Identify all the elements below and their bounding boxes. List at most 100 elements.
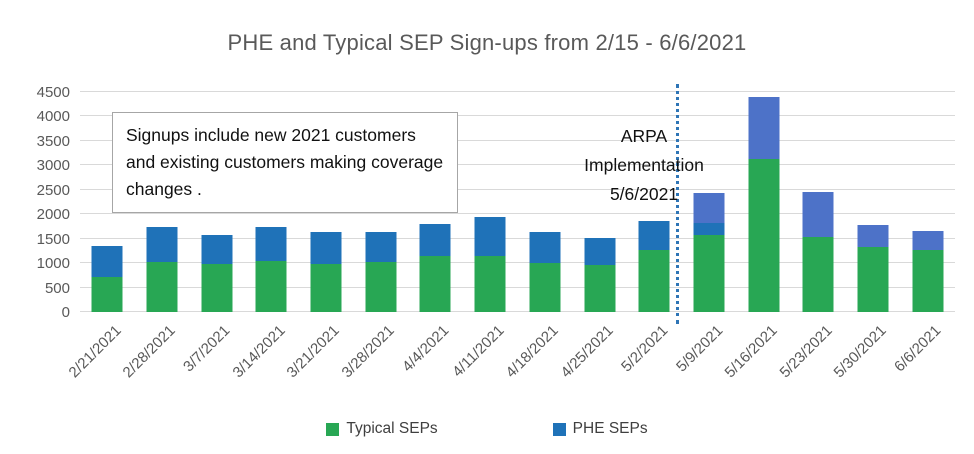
x-tick-label-text: 5/2/2021 — [617, 322, 672, 376]
bar-segment — [802, 236, 834, 312]
bar-segment — [365, 261, 397, 312]
bar-segment — [255, 260, 287, 312]
arpa-annotation: ARPA Implementation 5/6/2021 — [554, 122, 734, 209]
plot-area — [80, 91, 955, 312]
legend-item: Typical SEPs — [326, 420, 438, 438]
bar-slot-4/11/2021 — [463, 92, 518, 312]
stacked-bar-6/6/2021 — [912, 231, 944, 312]
y-tick-label-4500: 4500 — [36, 84, 70, 101]
bar-segment — [693, 192, 725, 224]
bar-segment — [474, 216, 506, 256]
legend-label: PHE SEPs — [572, 420, 648, 437]
stacked-bar-3/7/2021 — [201, 234, 233, 312]
stacked-bar-4/25/2021 — [584, 237, 616, 312]
bar-segment — [365, 231, 397, 262]
bar-segment — [201, 234, 233, 265]
bar-segment — [748, 97, 780, 159]
x-tick-label-text: 5/9/2021 — [672, 322, 726, 376]
bar-segment — [693, 223, 725, 235]
y-tick-label-500: 500 — [44, 279, 70, 297]
x-tick-label-text: 2/28/2021 — [119, 322, 180, 382]
x-tick-label-text: 5/30/2021 — [830, 322, 890, 382]
stacked-bar-5/23/2021 — [802, 192, 834, 312]
gridline-3000 — [80, 164, 955, 166]
bar-slot-5/16/2021 — [736, 92, 791, 312]
legend-label: Typical SEPs — [346, 420, 438, 437]
bar-segment — [693, 234, 725, 312]
legend-swatch — [326, 422, 340, 436]
x-tick-label-text: 4/11/2021 — [448, 322, 508, 381]
stacked-bar-5/16/2021 — [748, 97, 780, 312]
x-tick-label-text: 5/23/2021 — [776, 322, 836, 382]
x-tick-label-text: 4/4/2021 — [399, 322, 453, 376]
bar-segment — [255, 226, 287, 261]
arpa-annotation-line3: 5/6/2021 — [609, 184, 679, 204]
bar-segment — [419, 255, 451, 312]
gridline-1000 — [80, 262, 955, 264]
bar-segment — [748, 158, 780, 312]
bar-segment — [310, 264, 342, 312]
gridline-2000 — [80, 213, 955, 215]
stacked-bar-4/4/2021 — [419, 224, 451, 312]
gridline-3500 — [80, 139, 955, 141]
stacked-bar-2/28/2021 — [146, 226, 178, 312]
y-tick-label-1500: 1500 — [36, 230, 70, 248]
x-tick-label-text: 4/25/2021 — [557, 322, 617, 382]
stacked-bar-5/30/2021 — [857, 224, 889, 312]
arpa-annotation-line1: ARPA — [620, 126, 668, 146]
y-tick-label-3000: 3000 — [36, 157, 70, 175]
bar-slot-4/18/2021 — [518, 92, 573, 312]
bar-slot-3/14/2021 — [244, 92, 299, 312]
bar-slot-5/23/2021 — [791, 92, 846, 312]
legend: Typical SEPs PHE SEPs — [0, 420, 974, 438]
x-axis-labels: 2/21/2021 2/28/2021 3/7/2021 3/14/2021 3/21/… — [65, 312, 955, 412]
chart-title: PHE and Typical SEP Sign-ups from 2/15 -… — [227, 30, 747, 55]
bar-segment — [638, 220, 670, 250]
gridline-500 — [80, 286, 955, 288]
bar-segment — [802, 192, 834, 237]
y-tick-label-4000: 4000 — [36, 108, 70, 126]
bar-slot-5/2/2021 — [627, 92, 682, 312]
bar-segment — [419, 224, 451, 256]
y-tick-label-2000: 2000 — [36, 206, 70, 224]
x-tick-label-text: 2/21/2021 — [65, 322, 125, 382]
gridline-2500 — [80, 188, 955, 190]
stacked-bar-3/14/2021 — [255, 226, 287, 312]
bar-segment — [857, 224, 889, 247]
bar-segment — [638, 249, 670, 312]
y-tick-label-3500: 3500 — [36, 132, 70, 150]
x-tick-label-text: 3/21/2021 — [283, 322, 344, 382]
bar-segment — [912, 231, 944, 251]
x-tick-label-text: 5/16/2021 — [721, 322, 781, 382]
bar-segment — [91, 276, 123, 312]
bar-segment — [310, 231, 342, 265]
bar-segment — [857, 246, 889, 312]
stacked-bar-2/21/2021 — [91, 245, 123, 312]
x-tick-label-text: 3/28/2021 — [338, 322, 398, 382]
note-textbox: Signups include new 2021 customers and e… — [112, 112, 458, 213]
bar-segment — [146, 261, 178, 312]
legend-swatch — [552, 422, 566, 436]
gridline-4500 — [80, 91, 955, 92]
arpa-annotation-line2: Implementation — [584, 155, 704, 175]
stacked-bar-4/11/2021 — [474, 216, 506, 312]
bar-slot-3/28/2021 — [353, 92, 408, 312]
legend-item: PHE SEPs — [552, 420, 648, 438]
x-tick-label-text: 3/7/2021 — [180, 322, 234, 376]
gridline-4000 — [80, 115, 955, 117]
stacked-bar-5/2/2021 — [638, 220, 670, 312]
bar-slot-6/6/2021 — [900, 92, 955, 312]
bar-slot-2/28/2021 — [135, 92, 190, 312]
stacked-bar-5/9/2021 — [693, 192, 725, 312]
gridline-1500 — [80, 237, 955, 239]
bar-segment — [584, 265, 616, 312]
y-tick-label-2500: 2500 — [36, 181, 70, 199]
stacked-bar-3/28/2021 — [365, 231, 397, 312]
bar-segment — [529, 263, 561, 312]
bar-segment — [584, 237, 616, 266]
bar-slot-5/30/2021 — [846, 92, 901, 312]
x-tick-label-text: 4/18/2021 — [502, 322, 562, 382]
y-tick-label-1000: 1000 — [36, 255, 70, 273]
bar-slot-2/21/2021 — [80, 92, 135, 312]
